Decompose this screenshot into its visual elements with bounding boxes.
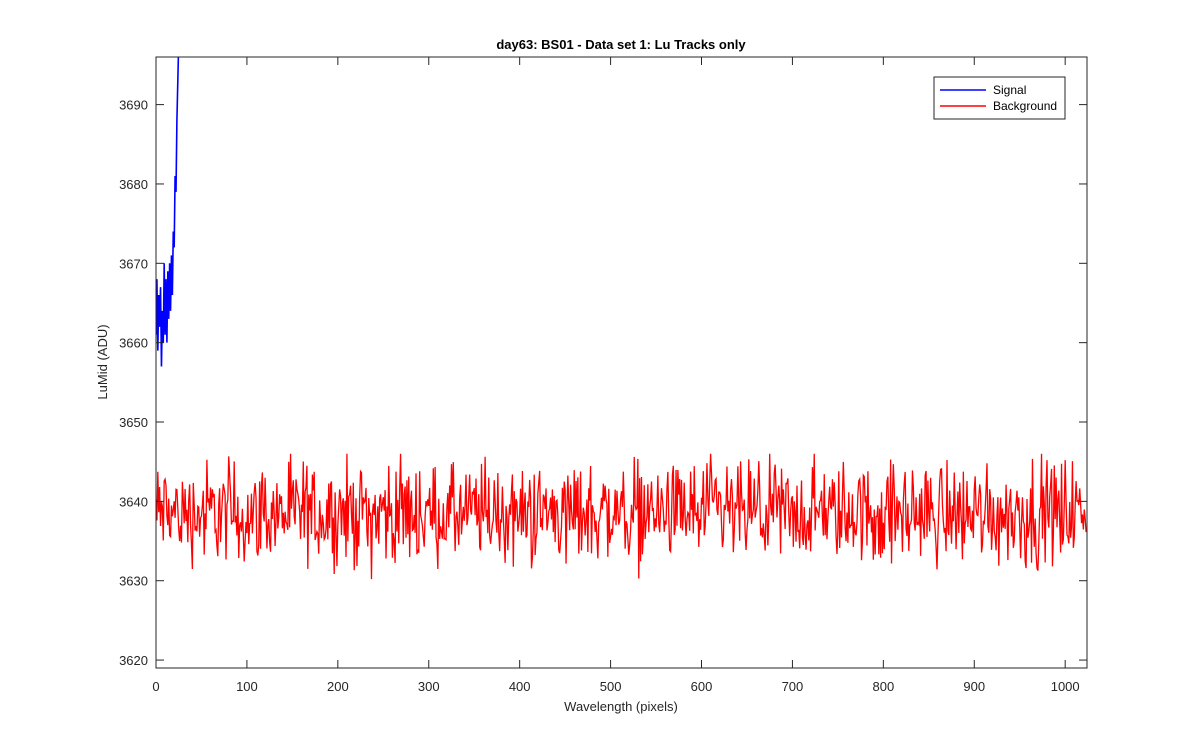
y-tick-label: 3620 (119, 653, 148, 668)
x-tick-label: 300 (418, 679, 440, 694)
y-tick-label: 3650 (119, 415, 148, 430)
x-tick-label: 700 (782, 679, 804, 694)
legend-box (933, 76, 1066, 120)
y-tick-label: 3660 (119, 336, 148, 351)
series-line-signal (156, 57, 180, 367)
x-tick-label: 600 (691, 679, 713, 694)
x-tick-label: 100 (236, 679, 258, 694)
x-tick-label: 200 (327, 679, 349, 694)
x-tick-label: 400 (509, 679, 531, 694)
chart-title: day63: BS01 - Data set 1: Lu Tracks only (496, 37, 746, 52)
x-tick-label: 900 (963, 679, 985, 694)
x-tick-label: 800 (872, 679, 894, 694)
legend-background-label: Background (993, 99, 1057, 113)
legend-signal-label: Signal (993, 83, 1026, 97)
legend: Signal Background (933, 76, 1066, 120)
y-tick-label: 3690 (119, 98, 148, 113)
x-tick-label: 1000 (1051, 679, 1080, 694)
y-tick-label: 3640 (119, 494, 148, 509)
data-layer (156, 57, 1087, 580)
x-tick-label: 500 (600, 679, 622, 694)
x-tick-label: 0 (152, 679, 159, 694)
plot-area (156, 57, 1087, 668)
y-tick-label: 3630 (119, 574, 148, 589)
y-axis-label: LuMid (ADU) (95, 324, 110, 399)
ticks-layer: 0 100 200 300 400 500 600 700 800 900 1000 3620 3630… (119, 57, 1087, 694)
y-tick-label: 3680 (119, 177, 148, 192)
y-tick-label: 3670 (119, 256, 148, 271)
x-axis-label: Wavelength (pixels) (564, 699, 678, 714)
axes-frame (155, 56, 1088, 669)
series-line-background (156, 453, 1087, 580)
